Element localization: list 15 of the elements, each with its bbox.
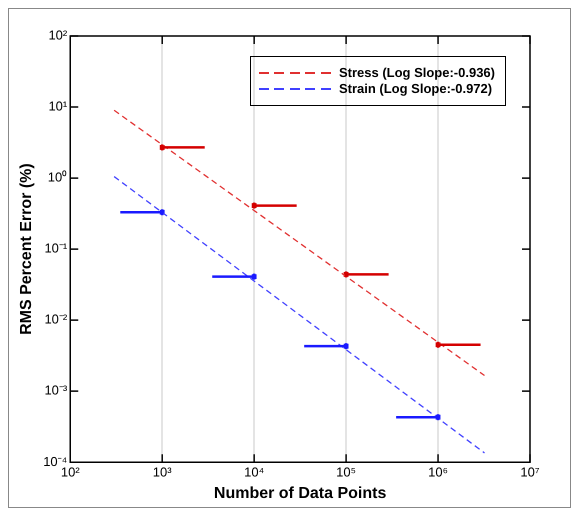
y-tick-label: 10⁰ — [48, 170, 68, 185]
x-tick-label: 10⁴ — [244, 464, 264, 480]
y-tick-label: 10² — [48, 28, 68, 43]
y-tick-label: 10¹ — [48, 98, 68, 114]
y-tick-label: 10⁻³ — [44, 382, 68, 398]
x-tick-label: 10⁶ — [428, 464, 448, 480]
x-axis-title: Number of Data Points — [214, 484, 386, 502]
y-tick-label: 10⁻¹ — [44, 240, 68, 256]
y-tick-label: 10⁻² — [44, 312, 68, 327]
y-axis-title: RMS Percent Error (%) — [18, 163, 36, 335]
x-tick-label: 10⁵ — [336, 464, 356, 480]
x-tick-label: 10³ — [152, 464, 172, 480]
x-tick-label: 10⁷ — [520, 464, 540, 480]
legend-label: Strain (Log Slope:-0.972) — [338, 81, 492, 97]
legend-label: Stress (Log Slope:-0.936) — [338, 65, 495, 81]
